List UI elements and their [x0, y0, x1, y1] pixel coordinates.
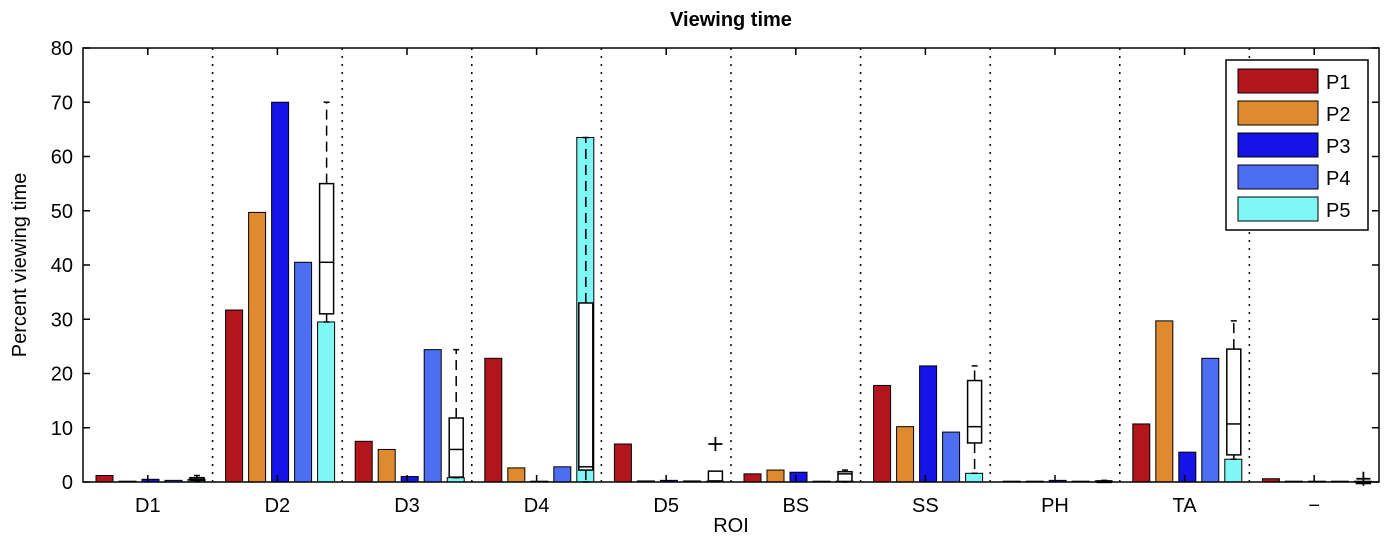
bar: [248, 211, 267, 483]
legend-label: P1: [1326, 72, 1350, 94]
bar: [789, 471, 808, 483]
bar: [942, 431, 961, 483]
x-axis: D1 D2 D3 D4 D5 BS SS PH TA −: [135, 48, 1320, 517]
bar: [1201, 357, 1220, 483]
bars: [95, 101, 1372, 483]
x-tick-label: PH: [1041, 495, 1069, 517]
box-body: [448, 417, 464, 478]
y-tick-label: 0: [62, 472, 73, 494]
box-body: [707, 470, 724, 482]
legend: P1 P2 P3 P4 P5: [1225, 59, 1369, 231]
legend-label: P2: [1326, 104, 1350, 126]
bar: [1178, 451, 1197, 483]
box-body: [966, 379, 983, 444]
bar: [873, 384, 892, 483]
bar: [317, 321, 336, 483]
x-axis-label: ROI: [713, 515, 749, 537]
box-body: [578, 302, 594, 471]
x-tick-label: D2: [265, 495, 291, 517]
x-tick-label: BS: [782, 495, 809, 517]
legend-swatch: [1237, 196, 1319, 222]
bar: [1224, 458, 1243, 483]
bar: [1132, 423, 1151, 483]
x-tick-label: SS: [912, 495, 939, 517]
x-tick-label: D4: [524, 495, 550, 517]
bar: [354, 440, 373, 483]
legend-swatch: [1237, 132, 1319, 158]
bar: [507, 467, 526, 483]
bar: [400, 476, 419, 483]
bar: [965, 472, 984, 483]
chart-title: Viewing time: [670, 9, 792, 31]
box-body: [318, 182, 335, 315]
legend-swatch: [1237, 100, 1319, 126]
bar: [553, 466, 572, 483]
bar: [919, 365, 938, 483]
legend-label: P4: [1326, 168, 1350, 190]
y-tick-label: 10: [51, 418, 73, 440]
y-tick-label: 30: [51, 309, 73, 331]
bar: [766, 469, 785, 483]
y-axis-label: Percent viewing time: [9, 173, 31, 358]
legend-label: P3: [1326, 136, 1350, 158]
bar: [896, 426, 915, 483]
boxplots: [189, 101, 1372, 486]
bar: [271, 101, 290, 483]
bar: [613, 443, 632, 483]
bar: [743, 473, 762, 483]
category-separators: [211, 48, 1251, 482]
legend-label: P5: [1326, 200, 1350, 222]
y-tick-label: 60: [51, 147, 73, 169]
x-tick-label: TA: [1173, 495, 1198, 517]
bar: [423, 349, 442, 483]
legend-swatch: [1237, 164, 1319, 190]
bar: [294, 261, 313, 483]
y-tick-label: 50: [51, 201, 73, 223]
x-tick-label: D5: [653, 495, 679, 517]
y-tick-label: 20: [51, 364, 73, 386]
bar: [1155, 320, 1174, 483]
x-tick-label: −: [1308, 495, 1320, 517]
bar: [484, 357, 503, 483]
x-tick-label: D3: [394, 495, 420, 517]
bar: [377, 448, 396, 483]
y-tick-label: 40: [51, 255, 73, 277]
box-body: [1226, 348, 1242, 456]
x-tick-label: D1: [135, 495, 161, 517]
y-tick-label: 80: [51, 38, 73, 60]
legend-swatch: [1237, 68, 1319, 94]
y-axis: 0 10 20 30 40 50 60 70 80: [51, 38, 1379, 494]
y-tick-label: 70: [51, 92, 73, 114]
bar: [225, 309, 244, 483]
bar: [95, 474, 114, 483]
